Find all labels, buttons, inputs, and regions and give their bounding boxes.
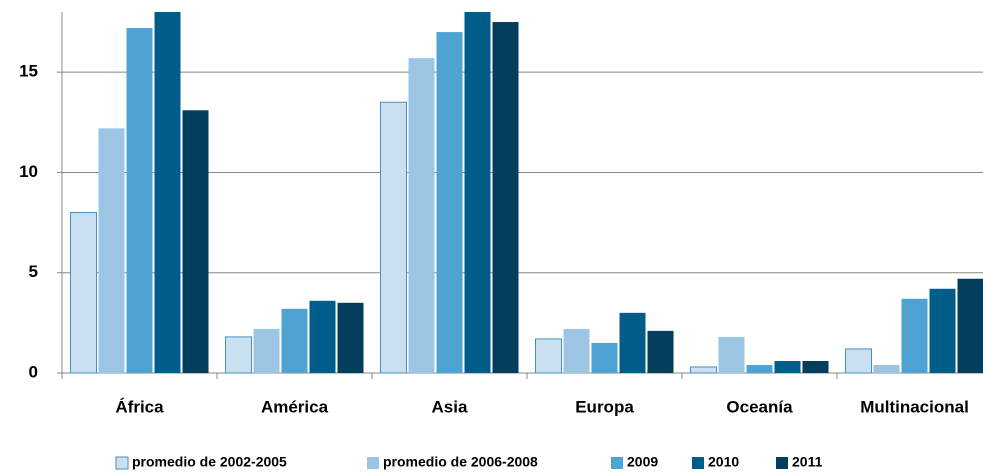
bar [70, 212, 97, 374]
bar [873, 364, 900, 373]
bar [619, 312, 646, 373]
legend-swatch [115, 456, 129, 470]
bar [563, 328, 590, 373]
bar [492, 22, 519, 374]
bar [957, 278, 983, 373]
bar [591, 342, 618, 373]
bar [154, 12, 181, 373]
bar [380, 101, 407, 374]
bar [281, 308, 308, 373]
bar [929, 288, 956, 373]
bar [408, 58, 435, 373]
x-tick-label: Europa [575, 397, 634, 416]
bar [845, 348, 872, 374]
bar [182, 110, 209, 374]
legend-swatch [367, 457, 379, 469]
bar [535, 338, 562, 374]
y-tick-label: 10 [19, 162, 38, 181]
x-tick-label: Asia [432, 397, 468, 416]
legend-swatch [776, 457, 788, 469]
bar [746, 364, 773, 373]
y-tick-label: 15 [19, 62, 38, 81]
legend-label: 2011 [792, 454, 823, 470]
legend-label: promedio de 2002-2005 [132, 454, 287, 470]
legend-swatch [692, 457, 704, 469]
legend-label: promedio de 2006-2008 [383, 454, 538, 470]
bar [337, 302, 364, 373]
bar [718, 336, 745, 373]
bar [690, 366, 717, 374]
bar [464, 12, 491, 373]
legend-swatch [611, 457, 623, 469]
bar [802, 360, 829, 373]
x-tick-label: América [261, 397, 329, 416]
x-tick-label: África [115, 397, 164, 416]
bar [225, 336, 252, 374]
y-tick-label: 5 [29, 262, 38, 281]
bar [253, 328, 280, 373]
x-tick-label: Oceanía [726, 397, 793, 416]
bar [126, 28, 153, 374]
bar [436, 32, 463, 374]
bar [309, 300, 336, 373]
legend-label: 2009 [627, 454, 658, 470]
legend-label: 2010 [708, 454, 739, 470]
y-tick-label: 0 [29, 362, 38, 381]
bar [98, 128, 125, 373]
bar [901, 298, 928, 373]
x-tick-label: Multinacional [860, 397, 969, 416]
bar [647, 330, 674, 373]
bar [774, 360, 801, 373]
